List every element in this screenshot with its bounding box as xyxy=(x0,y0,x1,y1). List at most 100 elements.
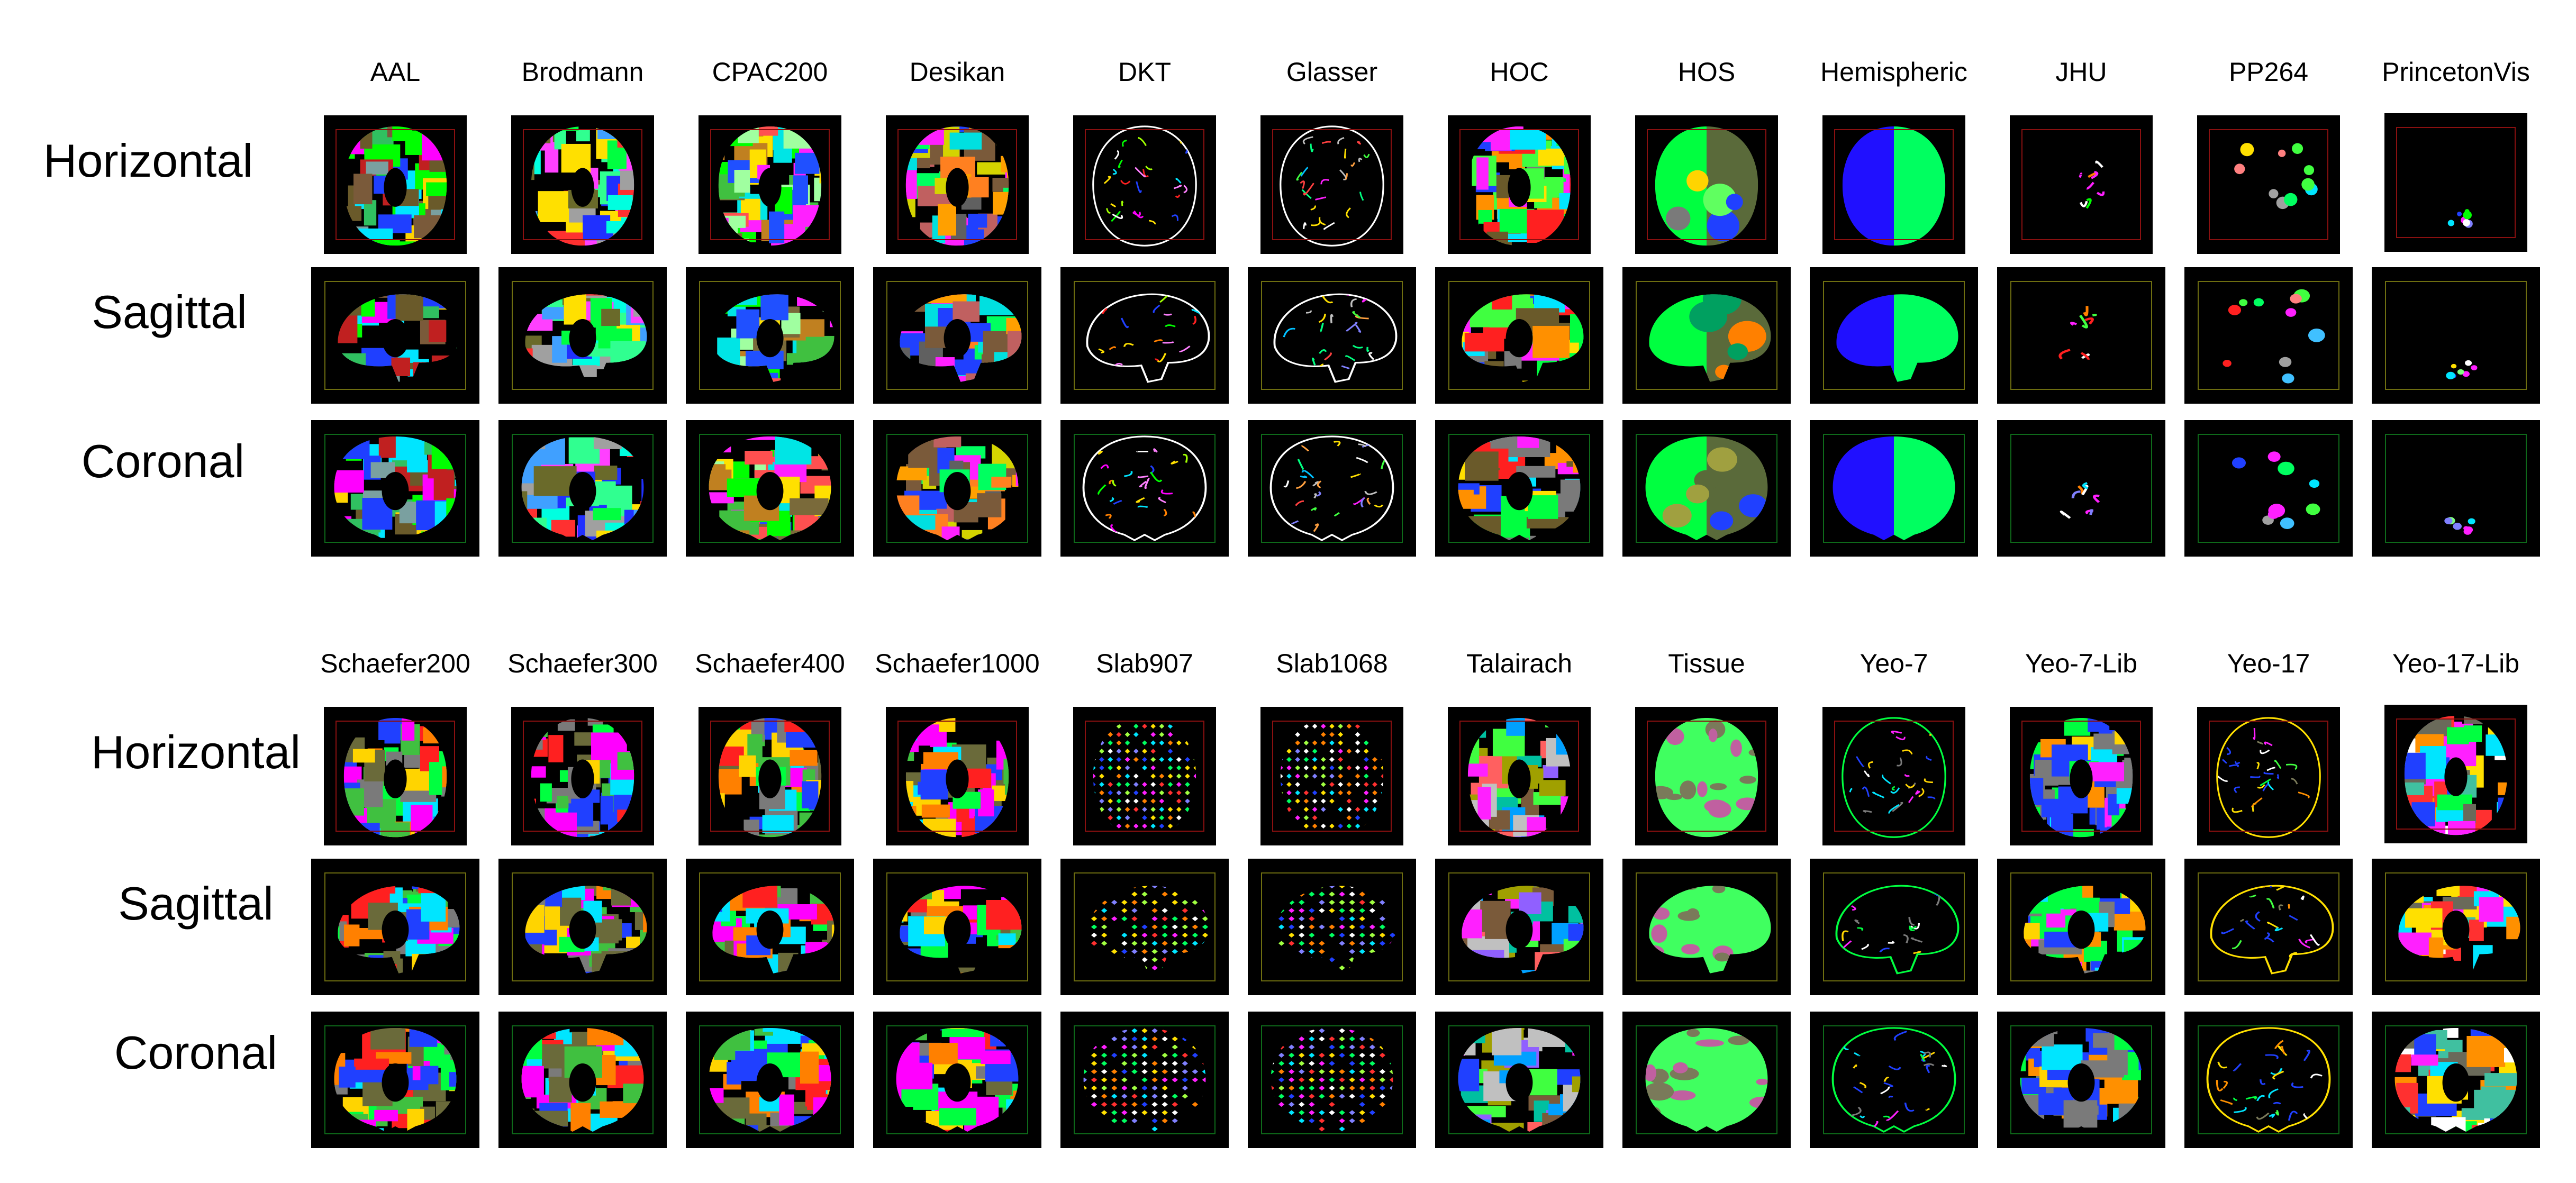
atlas-thumbnail-coronal xyxy=(1435,420,1603,557)
atlas-thumbnail-horizontal xyxy=(511,115,654,254)
atlas-thumbnail-horizontal xyxy=(1822,115,1965,254)
atlas-thumbnail-coronal xyxy=(1622,420,1791,557)
atlas-thumbnail-coronal xyxy=(1060,420,1229,557)
atlas-thumbnail-coronal xyxy=(498,1012,667,1148)
atlas-label: HOC xyxy=(1490,57,1549,87)
brain-slice xyxy=(1467,717,1571,838)
atlas-thumbnail-horizontal xyxy=(2197,707,2340,845)
atlas-thumbnail-coronal xyxy=(1248,1012,1416,1148)
atlas-thumbnail-horizontal xyxy=(1260,115,1403,254)
brain-slice xyxy=(1836,294,1958,382)
atlas-label: DKT xyxy=(1118,57,1171,87)
atlas-thumbnail-horizontal xyxy=(1822,707,1965,845)
atlas-label: CPAC200 xyxy=(712,57,828,87)
view-label-coronal: Coronal xyxy=(114,1026,278,1079)
atlas-thumbnail-sagittal xyxy=(1248,859,1416,995)
atlas-label: PrincetonVis xyxy=(2382,57,2530,87)
atlas-thumbnail-coronal xyxy=(311,1012,479,1148)
brain-slice xyxy=(900,886,1022,973)
atlas-thumbnail-sagittal xyxy=(686,859,854,995)
atlas-label: Schaefer200 xyxy=(320,649,470,678)
atlas-thumbnail-horizontal xyxy=(1635,115,1778,254)
atlas-label: PP264 xyxy=(2228,57,2309,87)
brain-slice xyxy=(718,717,822,838)
atlas-thumbnail-sagittal xyxy=(686,267,854,404)
atlas-thumbnail-horizontal xyxy=(699,707,841,845)
atlas-thumbnail-coronal xyxy=(1060,1012,1229,1148)
atlas-thumbnail-horizontal xyxy=(324,115,467,254)
view-label-sagittal: Sagittal xyxy=(118,877,274,930)
brain-slice xyxy=(1271,1028,1393,1132)
atlas-thumbnail-sagittal xyxy=(1060,267,1229,404)
brain-slice xyxy=(709,1027,831,1132)
atlas-thumbnail-horizontal xyxy=(2010,115,2153,254)
brain-slice xyxy=(531,717,634,838)
atlas-thumbnail-sagittal xyxy=(1810,267,1978,404)
atlas-thumbnail-sagittal xyxy=(2184,859,2353,995)
brain-slice xyxy=(1091,886,1209,971)
brain-slice xyxy=(343,717,447,838)
brain-slice xyxy=(1835,885,1960,975)
brain-slice xyxy=(525,886,647,973)
atlas-label: Talairach xyxy=(1466,649,1573,678)
atlas-thumbnail-horizontal xyxy=(886,115,1029,254)
atlas-label: AAL xyxy=(370,57,421,87)
brain-slice xyxy=(905,126,1009,246)
atlas-thumbnail-horizontal xyxy=(2384,705,2527,843)
brain-slice xyxy=(1842,717,1946,838)
atlas-thumbnail-horizontal xyxy=(886,707,1029,845)
atlas-panel-top: AAL Brodmann CPAC200 Desikan DKT Glasser HOC HO… xyxy=(43,57,2540,557)
brain-slice xyxy=(338,886,460,973)
brain-slice xyxy=(1655,126,1758,246)
view-label-horizontal: Horizontal xyxy=(43,134,253,187)
atlas-thumbnail-horizontal xyxy=(511,707,654,845)
atlas-thumbnail-sagittal xyxy=(498,267,667,404)
atlas-label: Schaefer1000 xyxy=(875,649,1040,678)
atlas-thumbnail-horizontal xyxy=(2010,707,2153,845)
atlas-label: Slab1068 xyxy=(1276,649,1388,678)
brain-slice xyxy=(1280,125,1384,247)
atlas-thumbnail-coronal xyxy=(1810,420,1978,557)
brain-slice xyxy=(718,126,822,246)
atlas-label: Slab907 xyxy=(1096,649,1193,678)
atlas-thumbnail-coronal xyxy=(1248,420,1416,557)
atlas-thumbnail-horizontal xyxy=(1073,707,1216,845)
brain-slice xyxy=(2079,160,2105,209)
brain-slice xyxy=(896,1027,1019,1132)
atlas-label: Tissue xyxy=(1668,649,1745,678)
atlas-label: Brodmann xyxy=(521,57,644,87)
brain-slice xyxy=(2024,886,2146,973)
brain-slice xyxy=(1462,294,1584,382)
brain-slice xyxy=(1645,1027,1768,1132)
brain-slice xyxy=(1082,435,1207,541)
brain-slice xyxy=(1831,1027,1956,1133)
brain-slice xyxy=(1269,435,1394,541)
brain-slice xyxy=(2444,517,2475,535)
brain-slice xyxy=(2020,1027,2143,1132)
atlas-thumbnail-horizontal xyxy=(699,115,841,254)
atlas-thumbnail-horizontal xyxy=(1073,115,1216,254)
brain-slice xyxy=(905,717,1009,838)
brain-slice xyxy=(1273,293,1398,383)
brain-slice xyxy=(338,294,460,382)
brain-slice xyxy=(2447,209,2473,228)
atlas-thumbnail-sagittal xyxy=(1435,859,1603,995)
brain-slice xyxy=(2394,1027,2517,1132)
atlas-thumbnail-horizontal xyxy=(2384,113,2527,252)
atlas-thumbnail-sagittal xyxy=(1060,859,1229,995)
atlas-label: Yeo-17 xyxy=(2227,649,2310,678)
brain-slice xyxy=(1458,1027,1581,1132)
view-label-coronal: Coronal xyxy=(81,435,245,487)
atlas-thumbnail-coronal xyxy=(873,420,1041,557)
atlas-thumbnail-coronal xyxy=(1997,1012,2165,1148)
atlas-label: Yeo-7 xyxy=(1860,649,1928,678)
brain-slice xyxy=(2404,715,2508,835)
brain-slice xyxy=(896,436,1019,541)
brain-slice xyxy=(2232,451,2320,529)
atlas-thumbnail-coronal xyxy=(1810,1012,1978,1148)
atlas-thumbnail-sagittal xyxy=(1248,267,1416,404)
atlas-thumbnail-sagittal xyxy=(1997,859,2165,995)
atlas-thumbnail-coronal xyxy=(2184,1012,2353,1148)
atlas-label: Yeo-17-Lib xyxy=(2392,649,2519,678)
atlas-panel-bottom: Schaefer200 Schaefer300 Schaefer400 Schaefe… xyxy=(0,592,2576,1183)
